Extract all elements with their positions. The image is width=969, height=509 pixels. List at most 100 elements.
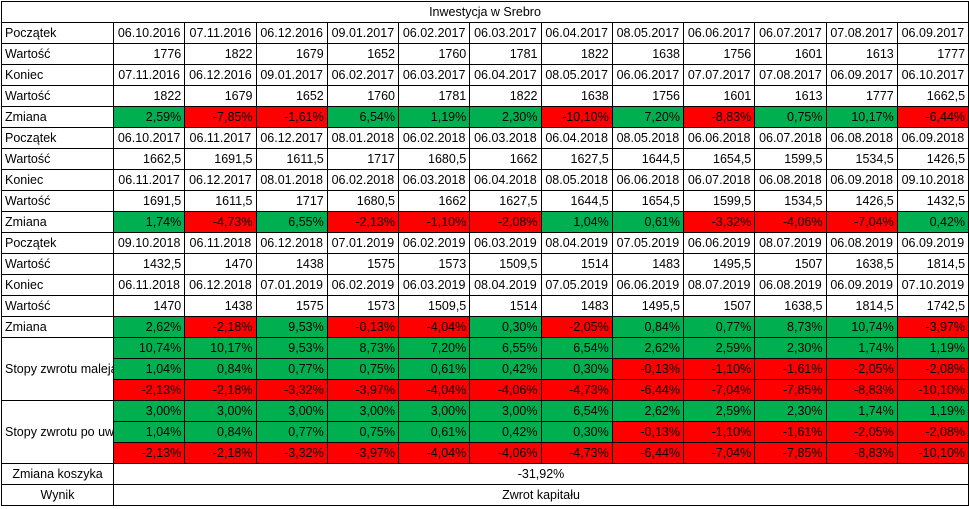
table-cell[interactable]: -4,06% xyxy=(754,211,827,233)
table-cell[interactable]: 1509,5 xyxy=(469,253,542,275)
table-cell[interactable]: 06.09.2017 xyxy=(825,64,898,86)
table-cell[interactable]: 09.01.2017 xyxy=(326,22,400,44)
table-cell[interactable]: 08.05.2017 xyxy=(540,64,613,86)
table-cell[interactable]: 1507 xyxy=(754,253,827,275)
table-cell[interactable]: 7,20% xyxy=(397,337,471,359)
table-cell[interactable]: -0,13% xyxy=(326,316,400,338)
table-cell[interactable]: 08.07.2019 xyxy=(754,232,827,254)
table-cell[interactable]: -2,13% xyxy=(112,442,186,464)
table-cell[interactable]: -3,97% xyxy=(326,379,400,401)
table-cell[interactable]: 1652 xyxy=(255,85,328,107)
table-cell[interactable]: -8,83% xyxy=(825,379,898,401)
table-cell[interactable]: 06.06.2018 xyxy=(611,169,685,191)
table-cell[interactable]: 1760 xyxy=(397,43,471,65)
table-cell[interactable]: 1627,5 xyxy=(469,190,542,212)
table-cell[interactable]: 06.03.2018 xyxy=(469,127,542,149)
result-value[interactable]: Zwrot kapitału xyxy=(112,484,969,506)
table-cell[interactable]: -2,18% xyxy=(184,379,257,401)
table-cell[interactable]: 06.09.2019 xyxy=(896,232,969,254)
table-cell[interactable]: 06.02.2019 xyxy=(326,274,400,296)
table-cell[interactable]: 1662 xyxy=(397,190,471,212)
table-cell[interactable]: -4,06% xyxy=(469,442,542,464)
table-cell[interactable]: 0,61% xyxy=(397,421,471,443)
table-cell[interactable]: 08.05.2018 xyxy=(540,169,613,191)
table-cell[interactable]: 1470 xyxy=(112,295,186,317)
table-cell[interactable]: -6,44% xyxy=(611,442,685,464)
table-cell[interactable]: 08.05.2017 xyxy=(611,22,685,44)
table-cell[interactable]: 1814,5 xyxy=(896,253,969,275)
table-cell[interactable]: -3,32% xyxy=(255,379,328,401)
table-cell[interactable]: 07.07.2017 xyxy=(682,64,756,86)
table-cell[interactable]: 06.03.2019 xyxy=(397,274,471,296)
table-cell[interactable]: 0,42% xyxy=(469,421,542,443)
table-cell[interactable]: 06.11.2017 xyxy=(112,169,186,191)
table-cell[interactable]: 06.02.2018 xyxy=(326,169,400,191)
table-cell[interactable]: 1822 xyxy=(112,85,186,107)
table-cell[interactable]: 06.12.2017 xyxy=(184,169,257,191)
table-cell[interactable]: 6,55% xyxy=(469,337,542,359)
table-cell[interactable]: 06.12.2016 xyxy=(184,64,257,86)
table-cell[interactable]: 06.06.2019 xyxy=(611,274,685,296)
table-cell[interactable]: 1717 xyxy=(255,190,328,212)
table-cell[interactable]: 1,19% xyxy=(397,106,471,128)
table-cell[interactable]: 06.12.2018 xyxy=(184,274,257,296)
table-cell[interactable]: 1573 xyxy=(326,295,400,317)
table-cell[interactable]: 1426,5 xyxy=(825,190,898,212)
table-cell[interactable]: -8,83% xyxy=(825,442,898,464)
table-cell[interactable]: -10,10% xyxy=(540,106,613,128)
table-cell[interactable]: 10,17% xyxy=(184,337,257,359)
table-cell[interactable]: 1573 xyxy=(397,253,471,275)
table-cell[interactable]: -7,04% xyxy=(825,211,898,233)
table-cell[interactable]: 1,74% xyxy=(112,211,186,233)
table-cell[interactable]: 0,75% xyxy=(326,358,400,380)
table-cell[interactable]: -2,05% xyxy=(540,316,613,338)
table-cell[interactable]: 1470 xyxy=(184,253,257,275)
table-cell[interactable]: 1534,5 xyxy=(754,190,827,212)
table-cell[interactable]: 1679 xyxy=(184,85,257,107)
table-cell[interactable]: -2,18% xyxy=(184,316,257,338)
table-cell[interactable]: 06.11.2018 xyxy=(112,274,186,296)
table-cell[interactable]: 1599,5 xyxy=(754,148,827,170)
table-cell[interactable]: 1575 xyxy=(255,295,328,317)
table-cell[interactable]: -3,32% xyxy=(682,211,756,233)
table-cell[interactable]: 1534,5 xyxy=(825,148,898,170)
table-cell[interactable]: 06.04.2018 xyxy=(469,169,542,191)
table-cell[interactable]: 2,62% xyxy=(112,316,186,338)
table-cell[interactable]: 1822 xyxy=(469,85,542,107)
table-cell[interactable]: 1509,5 xyxy=(397,295,471,317)
table-cell[interactable]: 1432,5 xyxy=(896,190,969,212)
table-cell[interactable]: -1,10% xyxy=(397,211,471,233)
table-cell[interactable]: 1822 xyxy=(184,43,257,65)
table-cell[interactable]: 06.10.2017 xyxy=(896,64,969,86)
table-cell[interactable]: 1822 xyxy=(540,43,613,65)
table-cell[interactable]: 3,00% xyxy=(255,400,328,422)
table-cell[interactable]: 06.08.2018 xyxy=(754,169,827,191)
table-cell[interactable]: 1638 xyxy=(540,85,613,107)
table-cell[interactable]: 1426,5 xyxy=(896,148,969,170)
table-cell[interactable]: 1,04% xyxy=(112,358,186,380)
table-cell[interactable]: -4,04% xyxy=(397,316,471,338)
table-cell[interactable]: 06.04.2017 xyxy=(469,64,542,86)
table-cell[interactable]: -6,44% xyxy=(611,379,685,401)
table-cell[interactable]: 0,42% xyxy=(896,211,969,233)
table-cell[interactable]: 06.03.2018 xyxy=(397,169,471,191)
table-cell[interactable]: 0,84% xyxy=(184,421,257,443)
table-cell[interactable]: 06.07.2018 xyxy=(754,127,827,149)
table-cell[interactable]: 0,42% xyxy=(469,358,542,380)
table-cell[interactable]: 0,77% xyxy=(682,316,756,338)
table-cell[interactable]: 0,61% xyxy=(397,358,471,380)
table-cell[interactable]: 06.11.2017 xyxy=(184,127,257,149)
table-cell[interactable]: 09.10.2018 xyxy=(112,232,186,254)
table-cell[interactable]: 08.01.2018 xyxy=(255,169,328,191)
table-cell[interactable]: 0,77% xyxy=(255,358,328,380)
table-cell[interactable]: 08.05.2018 xyxy=(611,127,685,149)
table-cell[interactable]: 8,73% xyxy=(754,316,827,338)
table-cell[interactable]: 0,75% xyxy=(754,106,827,128)
table-cell[interactable]: 06.06.2018 xyxy=(682,127,756,149)
table-cell[interactable]: 1760 xyxy=(326,85,400,107)
table-cell[interactable]: 6,55% xyxy=(255,211,328,233)
table-cell[interactable]: 07.10.2019 xyxy=(896,274,969,296)
table-cell[interactable]: 1777 xyxy=(825,85,898,107)
table-cell[interactable]: 1638,5 xyxy=(754,295,827,317)
table-cell[interactable]: 1,74% xyxy=(825,337,898,359)
